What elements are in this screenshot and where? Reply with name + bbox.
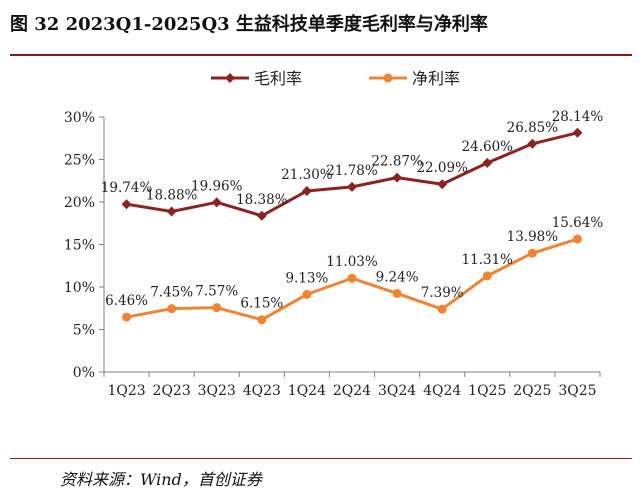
x-tick-label: 4Q24 bbox=[423, 383, 461, 399]
y-tick-label: 20% bbox=[64, 195, 95, 211]
data-point-net-margin bbox=[257, 315, 267, 325]
data-label-net-margin: 11.31% bbox=[462, 252, 514, 268]
y-tick-label: 25% bbox=[64, 153, 95, 169]
data-point-gross-margin bbox=[482, 157, 493, 168]
y-tick-label: 10% bbox=[64, 280, 95, 296]
x-tick-label: 2Q24 bbox=[333, 383, 371, 399]
x-tick-label: 2Q23 bbox=[153, 383, 191, 399]
footer-divider bbox=[10, 458, 632, 459]
source-note: 资料来源：Wind，首创证券 bbox=[60, 470, 262, 489]
chart-title: 图 32 2023Q1-2025Q3 生益科技单季度毛利率与净利率 bbox=[10, 14, 488, 35]
y-tick-label: 0% bbox=[73, 365, 95, 381]
data-point-net-margin bbox=[482, 271, 492, 281]
data-point-net-margin bbox=[347, 273, 357, 283]
data-label-gross-margin: 28.14% bbox=[552, 109, 604, 125]
data-point-gross-margin bbox=[211, 197, 222, 208]
data-point-gross-margin bbox=[121, 199, 132, 210]
data-point-gross-margin bbox=[347, 181, 357, 192]
x-tick-label: 3Q25 bbox=[558, 383, 596, 399]
legend-label-gross-margin: 毛利率 bbox=[254, 69, 302, 88]
x-tick-label: 1Q25 bbox=[468, 383, 506, 399]
data-point-net-margin bbox=[392, 288, 402, 298]
data-label-net-margin: 9.13% bbox=[285, 270, 328, 286]
data-point-net-margin bbox=[212, 303, 222, 313]
data-label-net-margin: 6.46% bbox=[105, 293, 148, 309]
data-label-gross-margin: 21.30% bbox=[281, 167, 333, 183]
data-point-net-margin bbox=[167, 304, 177, 314]
data-label-net-margin: 7.57% bbox=[195, 284, 238, 300]
x-tick-label: 1Q24 bbox=[288, 383, 326, 399]
legend-label-net-margin: 净利率 bbox=[412, 69, 460, 88]
data-point-net-margin bbox=[572, 234, 582, 244]
data-label-net-margin: 9.24% bbox=[376, 269, 419, 285]
y-tick-label: 30% bbox=[64, 110, 95, 126]
data-label-gross-margin: 19.74% bbox=[101, 180, 153, 196]
data-label-net-margin: 7.39% bbox=[421, 285, 464, 301]
title-divider bbox=[10, 54, 632, 56]
line-chart: 0% 5% 10% 15% 20% 25% 30% 1Q23 2Q23 3Q23 4Q23 1Q24 2… bbox=[64, 69, 604, 399]
x-tick-label: 3Q23 bbox=[198, 383, 236, 399]
data-label-net-margin: 11.03% bbox=[326, 254, 378, 270]
data-label-net-margin: 7.45% bbox=[150, 285, 193, 301]
data-point-net-margin bbox=[527, 248, 537, 258]
data-point-gross-margin bbox=[437, 179, 448, 190]
data-point-gross-margin bbox=[572, 127, 583, 138]
data-point-gross-margin bbox=[166, 206, 177, 217]
y-tick-label: 5% bbox=[73, 323, 95, 339]
legend-marker-gross-margin bbox=[225, 73, 235, 83]
data-point-gross-margin bbox=[301, 185, 312, 196]
data-label-gross-margin: 19.96% bbox=[191, 178, 243, 194]
data-label-gross-margin: 18.38% bbox=[236, 192, 288, 208]
data-label-gross-margin: 22.09% bbox=[416, 160, 468, 176]
data-point-gross-margin bbox=[256, 210, 267, 221]
data-label-gross-margin: 24.60% bbox=[462, 139, 514, 155]
y-tick-label: 15% bbox=[64, 238, 95, 254]
legend-marker-net-margin bbox=[383, 73, 393, 83]
x-tick-label: 1Q23 bbox=[107, 383, 145, 399]
x-tick-label: 2Q25 bbox=[513, 383, 551, 399]
x-tick-label: 3Q24 bbox=[378, 383, 416, 399]
data-point-net-margin bbox=[437, 304, 447, 314]
data-label-net-margin: 6.15% bbox=[240, 296, 283, 312]
data-label-gross-margin: 18.88% bbox=[146, 188, 198, 204]
data-point-gross-margin bbox=[527, 138, 538, 149]
x-tick-label: 4Q23 bbox=[243, 383, 281, 399]
data-label-gross-margin: 21.78% bbox=[326, 163, 378, 179]
data-point-net-margin bbox=[302, 289, 312, 299]
data-label-gross-margin: 26.85% bbox=[507, 120, 559, 136]
data-point-gross-margin bbox=[392, 172, 403, 183]
data-label-net-margin: 13.98% bbox=[507, 229, 559, 245]
data-point-net-margin bbox=[122, 312, 132, 322]
data-label-gross-margin: 22.87% bbox=[371, 154, 423, 170]
data-label-net-margin: 15.64% bbox=[552, 215, 604, 231]
